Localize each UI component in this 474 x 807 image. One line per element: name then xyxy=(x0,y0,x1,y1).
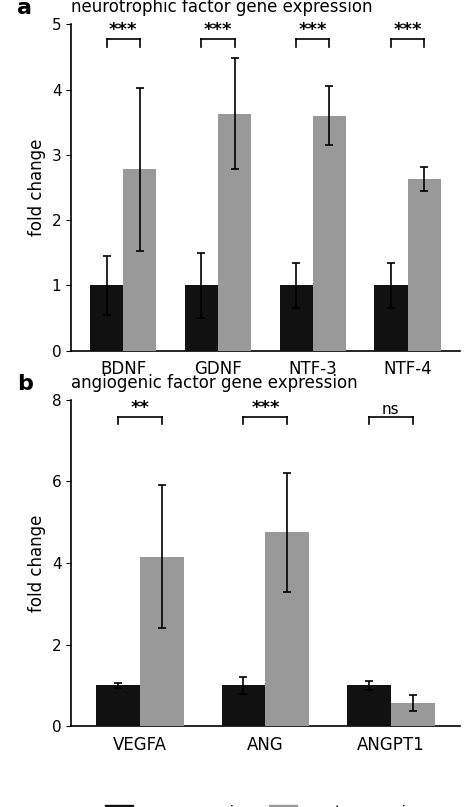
Bar xyxy=(90,286,123,351)
Bar xyxy=(185,286,218,351)
Bar xyxy=(96,685,140,726)
Bar xyxy=(347,685,391,726)
Text: ***: *** xyxy=(109,21,137,40)
Text: a: a xyxy=(17,0,32,18)
Legend: pre-expansion, post-expansion: pre-expansion, post-expansion xyxy=(99,799,432,807)
Bar xyxy=(280,286,313,351)
Text: ***: *** xyxy=(251,399,280,417)
Bar xyxy=(391,703,435,726)
Bar xyxy=(313,115,346,351)
Bar xyxy=(140,557,184,726)
Text: neurotrophic factor gene expression: neurotrophic factor gene expression xyxy=(71,0,373,16)
Text: ***: *** xyxy=(204,21,232,40)
Text: **: ** xyxy=(130,399,150,417)
Y-axis label: fold change: fold change xyxy=(28,139,46,236)
Bar xyxy=(374,286,408,351)
Bar xyxy=(123,169,156,351)
Y-axis label: fold change: fold change xyxy=(28,514,46,612)
Text: b: b xyxy=(17,374,33,394)
Text: ns: ns xyxy=(382,402,400,417)
Bar xyxy=(221,685,265,726)
Bar xyxy=(408,179,441,351)
Bar xyxy=(265,533,310,726)
Text: angiogenic factor gene expression: angiogenic factor gene expression xyxy=(71,374,358,391)
Text: ***: *** xyxy=(393,21,422,40)
Text: ***: *** xyxy=(299,21,327,40)
Bar xyxy=(218,114,251,351)
